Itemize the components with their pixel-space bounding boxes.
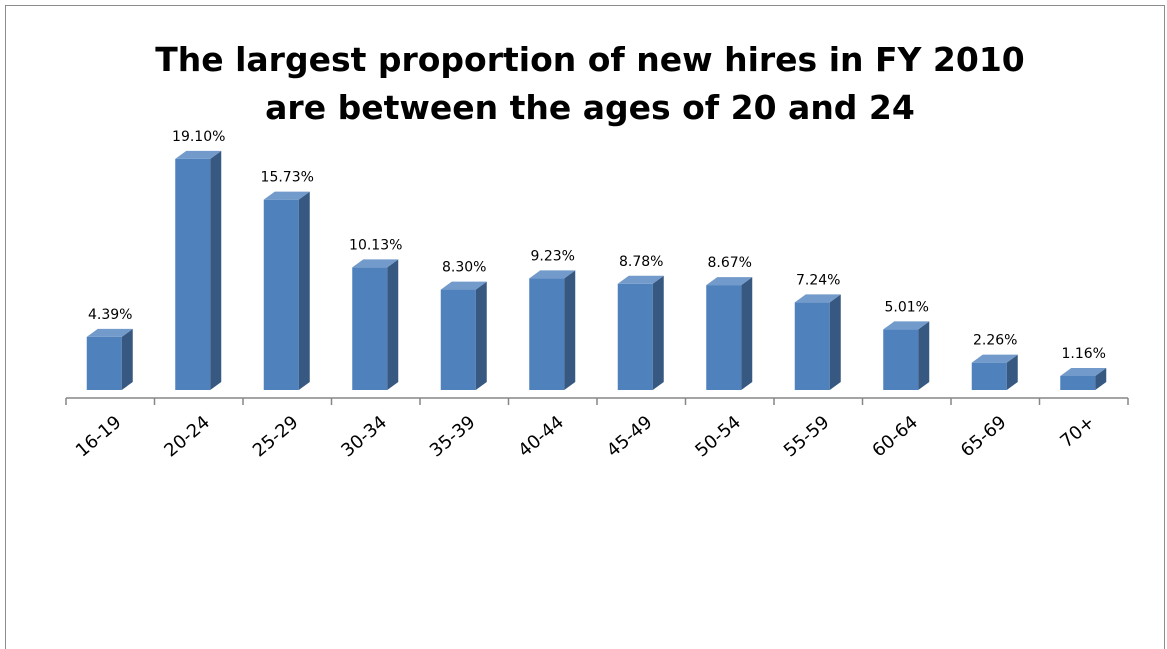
x-tick-label: 55-59 [780,412,834,462]
bar-top [440,281,487,290]
bar-top [263,191,310,200]
bar-side [829,294,841,390]
value-label: 2.26% [973,333,1017,349]
bar [352,259,399,390]
x-tick-label: 30-34 [337,412,391,462]
x-tick-label: 20-24 [160,412,214,462]
x-tick-label: 25-29 [249,412,303,462]
bar-front [883,329,919,390]
bar [971,354,1018,390]
bar-top [794,294,841,303]
bar [1060,367,1107,390]
bar-front [794,302,830,390]
x-tick-label: 16-19 [72,412,126,462]
bar-side [475,281,487,390]
bar [794,294,841,390]
bar-side [121,328,133,390]
x-tick-label: 70+ [1056,412,1099,453]
x-tick-label: 40-44 [514,412,568,462]
value-label: 9.23% [531,248,575,264]
bar-top [883,321,930,330]
value-label: 10.13% [349,237,402,253]
x-tick-label: 60-64 [868,412,922,462]
bar-front [352,267,388,390]
bar-top [175,150,222,159]
bar [617,275,664,390]
bar-side [1006,354,1018,390]
bar-front [971,362,1007,390]
bar-side [298,191,310,390]
bar [706,277,753,390]
value-label: 1.16% [1062,346,1106,362]
value-label: 8.78% [619,254,663,270]
value-label: 15.73% [261,170,314,186]
bar-top [352,259,399,268]
x-tick-label: 45-49 [603,412,657,462]
bar-top [706,277,753,286]
x-tick-label: 35-39 [426,412,480,462]
bar-front [617,283,653,390]
value-label: 4.39% [88,307,132,323]
value-label: 8.67% [708,255,752,271]
value-label: 7.24% [796,272,840,288]
chart-frame [5,5,1165,649]
bar-top [1060,367,1107,376]
bar-side [918,321,930,390]
bar-top [529,270,576,279]
bar [529,270,576,390]
bar [263,191,310,390]
bar-front [1060,375,1096,390]
bar-side [652,275,664,390]
value-label: 19.10% [172,129,225,145]
x-tick-label: 50-54 [691,412,745,462]
bar-top [971,354,1018,363]
bar-side [1095,367,1107,390]
value-label: 5.01% [885,299,929,315]
bar-top [617,275,664,284]
bar-front [175,158,211,390]
bar-top [86,328,133,337]
bar [175,150,222,390]
bar-side [564,270,576,390]
chart-title: The largest proportion of new hires in F… [155,40,1025,127]
bar-front [706,285,742,390]
x-tick-label: 65-69 [957,412,1011,462]
bar-front [263,199,299,390]
bar [440,281,487,390]
bar-front [86,336,122,390]
bar-front [529,278,565,390]
bar-side [387,259,399,390]
bar-side [210,150,222,390]
bar [883,321,930,390]
bar-front [440,289,476,390]
bar [86,328,133,390]
bar-side [741,277,753,390]
value-label: 8.30% [442,260,486,276]
